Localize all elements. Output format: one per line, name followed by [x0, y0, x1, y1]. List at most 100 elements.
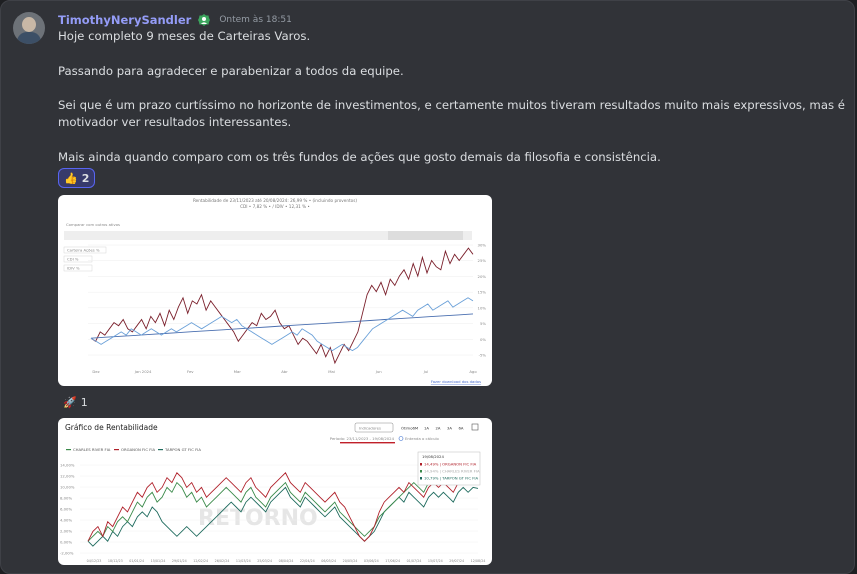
chart2-legend: CHARLES RIVER FIA ORGANON FIC FIA TARPON G… — [66, 447, 201, 452]
chart1-legend-item-3[interactable] — [63, 264, 93, 272]
chart2-x-tick: 18/12/23 — [108, 559, 123, 563]
chart2-y-axis: 14,00% 12,00% 10,00% 8,00% 6,00% 4,00% 2,00% 0,… — [60, 462, 478, 555]
tooltip-date: 19/08/2024 — [422, 454, 444, 459]
verified-badge-icon[interactable] — [197, 13, 211, 27]
chart1-legend-label-2: CDI % — [67, 257, 79, 262]
chart2-y-tick: 2,00% — [60, 528, 72, 533]
chart2-y-tick: -2,00% — [60, 550, 74, 555]
chart2-watermark: RETORNO — [198, 506, 318, 531]
chart1-y-tick: 20% — [478, 274, 487, 279]
chart1-x-tick: Jan 2024 — [134, 369, 152, 374]
chart1-x-tick: Jul — [423, 369, 429, 374]
attachment-image-portfolio-chart[interactable]: Rentabilidade de 23/11/2023 até 20/08/20… — [58, 195, 492, 386]
chart2-tooltip: 19/08/2024 14,49% | ORGANON FIC FIA 14,9… — [417, 451, 481, 486]
reaction-rocket[interactable]: 🚀 1 — [58, 393, 93, 411]
chart2-y-tick: 0,00% — [60, 539, 72, 544]
chart2-series-line — [87, 467, 479, 542]
chart2-y-tick: 4,00% — [60, 517, 72, 522]
calendar-icon[interactable] — [471, 423, 479, 431]
chart2-y-tick: 10,00% — [60, 484, 75, 489]
chart2-period-ótimo[interactable]: Ótimo — [401, 426, 413, 431]
tooltip-row-3: 10,79% | TARPON GT FIC FIA — [424, 476, 479, 481]
chart2-x-tick: 22/04/24 — [300, 559, 315, 563]
chart1-y-tick: 10% — [478, 305, 487, 310]
chart2-x-axis: 04/12/23 18/12/23 01/01/24 15/01/24 29/01/24… — [87, 559, 486, 563]
chart1-series-line — [90, 313, 474, 339]
chart1-y-tick: 30% — [478, 243, 487, 248]
chart1-title: Rentabilidade de 23/11/2023 até 20/08/20… — [193, 198, 357, 203]
chart2-legend-label: ORGANON FIC FIA — [121, 447, 156, 452]
message-line-4: Mais ainda quando comparo com os três fu… — [58, 150, 661, 164]
chart2-period-1a[interactable]: 1A — [424, 426, 429, 431]
chart2-x-tick: 01/01/24 — [129, 559, 144, 563]
chart1-series-line — [90, 297, 474, 352]
chart2-x-tick: 06/05/24 — [321, 559, 336, 563]
chart1-y-tick: 5% — [480, 321, 486, 326]
attachment-image-funds-chart[interactable]: Gráfico de Rentabilidade Indicadores Óti… — [58, 418, 492, 565]
chart1-download-link[interactable]: Fazer download dos dados — [431, 379, 481, 384]
chart1-x-tick: Dez — [92, 369, 99, 374]
chart1-subtitle: CDI • 7,82 % • / IDIV • 12,31 % • — [240, 204, 310, 209]
chart2-period-underline — [340, 442, 395, 444]
chart2-x-tick: 04/12/23 — [87, 559, 102, 563]
chart2-x-tick: 15/07/24 — [428, 559, 443, 563]
chart2-x-tick: 17/06/24 — [385, 559, 400, 563]
chart1-navigator[interactable] — [64, 231, 472, 240]
chart1-x-tick: Abr — [281, 369, 288, 374]
chart2-y-tick: 6,00% — [60, 506, 72, 511]
reaction-count: 2 — [81, 171, 90, 185]
chart1-plot-area — [90, 247, 474, 365]
chart1-grid — [88, 244, 473, 356]
chart1-y-axis: 30% 25% 20% 15% 10% 5% 0% -5% — [478, 243, 487, 358]
chart2-x-tick: 20/05/24 — [343, 559, 358, 563]
thumbs-up-icon: 👍 — [64, 171, 78, 185]
message-line-3: Sei que é um prazo curtíssimo no horizon… — [58, 98, 845, 129]
chart2-period-text: Período: 23/11/2023 - 19/08/2024 — [330, 436, 395, 441]
chart2-x-tick: 11/03/24 — [236, 559, 251, 563]
chart1-x-axis: Dez Jan 2024 Fev Mar Abr Mai Jun Jul Ago — [92, 369, 477, 374]
chart2-period-6a[interactable]: 6A — [459, 426, 464, 431]
chart2-legend-label: TARPON GT FIC FIA — [164, 447, 201, 452]
chart2-legend-label: CHARLES RIVER FIA — [73, 447, 111, 452]
chart1-y-tick: 25% — [478, 258, 487, 263]
chart1-x-tick: Fev — [187, 369, 194, 374]
chart1-navigator-range[interactable] — [388, 231, 463, 240]
reaction-count: 1 — [80, 395, 88, 409]
chart2-calc-link[interactable]: Entenda o cálculo — [405, 436, 440, 441]
rocket-icon: 🚀 — [63, 395, 77, 409]
chart2-x-tick: 15/01/24 — [151, 559, 166, 563]
chart2-y-tick: 14,00% — [60, 462, 75, 467]
chart1-y-tick: 15% — [478, 290, 487, 295]
chart2-period-2a[interactable]: 2A — [436, 426, 441, 431]
timestamp: Ontem às 18:51 — [219, 15, 292, 25]
chart2-select-label: Indicadores — [359, 426, 381, 431]
chart1-compare-label[interactable]: Comparar com outros ativos — [66, 222, 120, 227]
chart1-x-tick: Jun — [375, 369, 383, 374]
tooltip-row-1: 14,49% | ORGANON FIC FIA — [424, 462, 477, 467]
avatar-body — [17, 32, 41, 44]
chart2-x-tick: 29/07/24 — [449, 559, 464, 563]
chart2-period-6m[interactable]: 6M — [413, 426, 419, 431]
chart2-y-tick: 8,00% — [60, 495, 72, 500]
tooltip-row-2: 14,94% | CHARLES RIVER FIA — [424, 469, 480, 474]
chart1-legend-label-3: IDIV % — [67, 266, 80, 271]
chart2-indicators-select[interactable] — [354, 422, 394, 433]
chart1-legend-item-1[interactable] — [63, 246, 107, 254]
avatar[interactable] — [13, 12, 45, 44]
chart2-legend-swatch — [66, 449, 71, 451]
chart1-x-tick: Mar — [234, 369, 242, 374]
chart2-x-tick: 01/07/24 — [407, 559, 422, 563]
chart2-y-tick: 12,00% — [60, 473, 75, 478]
message-header: TimothyNerySandler Ontem às 18:51 — [58, 11, 292, 29]
message-line-1: Hoje completo 9 meses de Carteiras Varos… — [58, 29, 311, 43]
chart2-x-tick: 12/02/24 — [193, 559, 208, 563]
chart2-period-3a[interactable]: 3A — [447, 426, 452, 431]
chart2-series-line — [87, 486, 479, 547]
chart2-title: Gráfico de Rentabilidade — [65, 423, 158, 432]
chart2-legend-swatch — [158, 449, 163, 451]
chart1-legend-item-2[interactable] — [63, 255, 93, 263]
chart1-y-tick: 0% — [480, 337, 486, 342]
username[interactable]: TimothyNerySandler — [58, 13, 192, 27]
reaction-thumbs-up[interactable]: 👍 2 — [58, 168, 96, 188]
